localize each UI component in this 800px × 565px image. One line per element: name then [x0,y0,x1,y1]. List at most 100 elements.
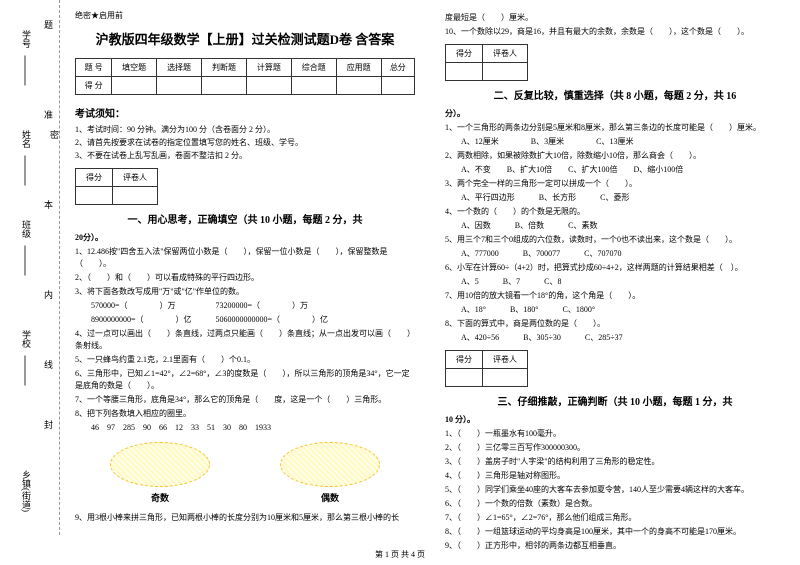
blank-cell [157,77,202,95]
secret-label: 绝密★启用前 [75,10,415,21]
question: 3、将下面各数改写成用"万"或"亿"作单位的数。 [75,286,415,298]
label-xuehao: 学号 [20,30,33,48]
label-banji: 班级 [20,220,33,238]
mark-ti: 题 [42,20,55,49]
line [25,356,26,386]
line [25,246,26,276]
right-column: 度最短是（ ）厘米。 10、一个数除以29，商是16，并且有最大的余数，余数是（… [430,0,800,535]
section2-points: 分）。 [445,108,785,120]
header-cell: 选择题 [157,59,202,77]
question-nums: 46 97 285 90 66 12 33 51 30 80 1933 [75,422,415,434]
question-options: A、777000 B、700077 C、707070 [445,248,785,260]
table-row: 得分 评卷人 [446,351,528,369]
question-options: A、18° B、180° C、1800° [445,304,785,316]
label-xingming: 姓名 [20,130,33,148]
blank-cell [202,77,247,95]
question: 4、（ ）三角形是轴对称图形。 [445,470,785,482]
question: 3、两个完全一样的三角形一定可以拼成一个（ ）。 [445,178,785,190]
mark-xian: 线 [42,360,55,389]
defen-label: 得分 [446,45,483,63]
blank-cell [291,77,336,95]
blank-cell [113,186,158,204]
header-cell: 总分 [381,59,414,77]
notice-item: 1、考试时间：90 分钟。满分为100 分（含卷面分 2 分）。 [75,124,415,135]
oval-shape [280,442,380,487]
section3-points: 10 分）。 [445,414,785,426]
line [25,156,26,186]
question: 8、把下列各数填入相应的圈里。 [75,408,415,420]
header-cell: 应用题 [336,59,381,77]
oval-label-even: 偶数 [280,491,380,504]
pingjuan-label: 评卷人 [483,45,528,63]
score-table: 题 号 填空题 选择题 判断题 计算题 综合题 应用题 总分 得 分 [75,58,415,95]
defen-label: 得分 [76,168,113,186]
table-row [76,186,158,204]
question: 8、（ ）一组篮球运动的平均身高是100厘米，其中一个的身高不可能是170厘米。 [445,526,785,538]
blank-cell [246,77,291,95]
blank-cell [112,77,157,95]
question: 1、（ ）一瓶墨水有100毫升。 [445,428,785,440]
line [25,56,26,86]
label-xiangzhen: 乡镇(街道) [20,470,33,512]
oval-box: 偶数 [280,442,380,504]
notice-item: 3、不要在试卷上乱写乱画，卷面不整洁扣 2 分。 [75,150,415,161]
left-column: 绝密★启用前 沪教版四年级数学【上册】过关检测试题D卷 含答案 题 号 填空题 … [60,0,430,535]
blank-cell [336,77,381,95]
question: 度最短是（ ）厘米。 [445,12,785,24]
blank-cell [446,63,483,81]
header-cell: 判断题 [202,59,247,77]
table-row: 题 号 填空题 选择题 判断题 计算题 综合题 应用题 总分 [76,59,415,77]
mark-ben: 本 [42,200,55,229]
question: 2、（ ）三亿零三百写作300000300。 [445,442,785,454]
question: 4、过一点可以画出（ ）条直线，过两点只能画（ ）条直线；从一点出发可以画（ ）… [75,328,415,352]
mark-nei: 内 [42,290,55,319]
section1-title: 一、用心思考，正确填空（共 10 小题，每题 2 分，共 [75,211,415,226]
defen-label: 得分 [446,351,483,369]
header-cell: 填空题 [112,59,157,77]
table-row [446,63,528,81]
question: 10、一个数除以29，商是16，并且有最大的余数，余数是（ ），这个数是（ ）。 [445,26,785,38]
question: 2、（ ）和（ ）可以看成特殊的平行四边形。 [75,272,415,284]
blank-cell [483,369,528,387]
subscore-table: 得分 评卷人 [445,44,528,81]
question: 7、（ ）∠1=65°，∠2=76°，那么他们组成三角形。 [445,512,785,524]
label-xuexiao: 学校 [20,330,33,348]
blank-cell [446,369,483,387]
question: 5、用三个7和三个0组成的六位数，读数时，一个0也不读出来，这个数是（ ）。 [445,234,785,246]
question: 8、下面的算式中，商是两位数的是（ ）。 [445,318,785,330]
question-options: A、5 B、7 C、8 [445,276,785,288]
blank-cell [483,63,528,81]
question: 7、一个等腰三角形，底角是34°，那么它的顶角是（ 度，这是一个（ ）三角形。 [75,394,415,406]
question: 6、三角形中，已知∠1=42°，∠2=68°，∠3的度数是（ ），所以三角形的顶… [75,368,415,392]
blank-cell [381,77,414,95]
question: 6、小军在计算60÷（4+2）时，把算式抄成60÷4+2，这样两题的计算结果相差… [445,262,785,274]
oval-shape [110,442,210,487]
ovals-container: 奇数 偶数 [75,442,415,504]
question: 2、两数相除，如果被除数扩大10倍，除数缩小10倍，那么商会（ ）。 [445,150,785,162]
binding-margin: 学号 姓名 班级 学校 乡镇(街道) 题 准 本 内 线 封 密 [0,0,60,535]
question-options: A、420÷56 B、305÷30 C、285÷37 [445,332,785,344]
pingjuan-label: 评卷人 [113,168,158,186]
mark-mi: 密 [48,130,61,159]
question: 1、一个三角形的两条边分别是5厘米和8厘米，那么第三条边的长度可能是（ ）厘米。 [445,122,785,134]
score-label: 得 分 [76,77,112,95]
question: 7、用10倍的放大镜看一个18°的角，这个角是（ ）。 [445,290,785,302]
header-cell: 题 号 [76,59,112,77]
oval-label-odd: 奇数 [110,491,210,504]
header-cell: 计算题 [246,59,291,77]
section1-points: 20分）。 [75,232,415,244]
notice-item: 2、请首先按要求在试卷的指定位置填写您的姓名、班级、学号。 [75,137,415,148]
question-options: A、12厘米 B、3厘米 C、13厘米 [445,136,785,148]
subscore-table: 得分 评卷人 [75,168,158,205]
blank-cell [76,186,113,204]
table-row: 得分 评卷人 [76,168,158,186]
subscore-table: 得分 评卷人 [445,350,528,387]
question-options: A、不变 B、扩大10倍 C、扩大100倍 D、缩小100倍 [445,164,785,176]
question: 5、一只蜂鸟约重 2.1克，2.1里面有（ ）个0.1。 [75,354,415,366]
question: 9、用3根小棒来拼三角形，已知两根小棒的长度分别为10厘米和5厘米，那么第三根小… [75,512,415,524]
pingjuan-label: 评卷人 [483,351,528,369]
question-options: A、平行四边形 B、长方形 C、菱形 [445,192,785,204]
question: 6、（ ）一个数的倍数（素数）是合数。 [445,498,785,510]
question: 1、12.486按"四舍五入法"保留两位小数是（ ），保留一位小数是（ ），保留… [75,246,415,270]
oval-box: 奇数 [110,442,210,504]
